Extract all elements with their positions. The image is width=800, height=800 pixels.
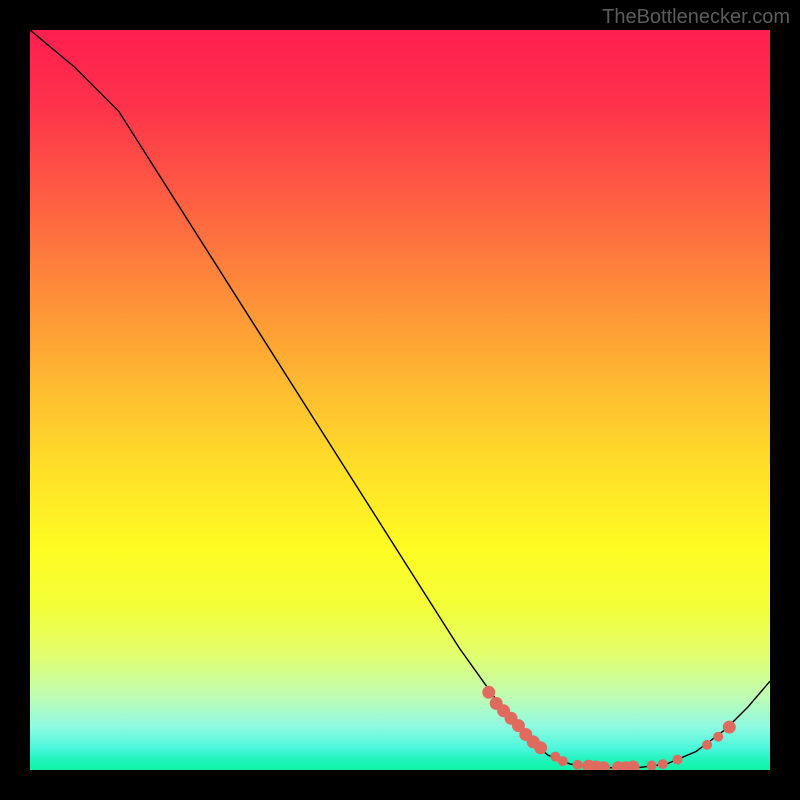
data-marker xyxy=(713,732,723,742)
data-marker xyxy=(702,740,712,750)
data-marker xyxy=(482,686,495,699)
gradient-background xyxy=(30,30,770,770)
plot-area xyxy=(30,30,770,770)
data-marker xyxy=(658,759,668,769)
data-marker xyxy=(573,760,583,770)
data-marker xyxy=(558,756,568,766)
plot-svg xyxy=(30,30,770,770)
data-marker xyxy=(723,721,736,734)
watermark-label: TheBottlenecker.com xyxy=(602,6,790,29)
data-marker xyxy=(534,741,547,754)
chart-container: TheBottlenecker.com xyxy=(0,0,800,800)
data-marker xyxy=(673,755,683,765)
